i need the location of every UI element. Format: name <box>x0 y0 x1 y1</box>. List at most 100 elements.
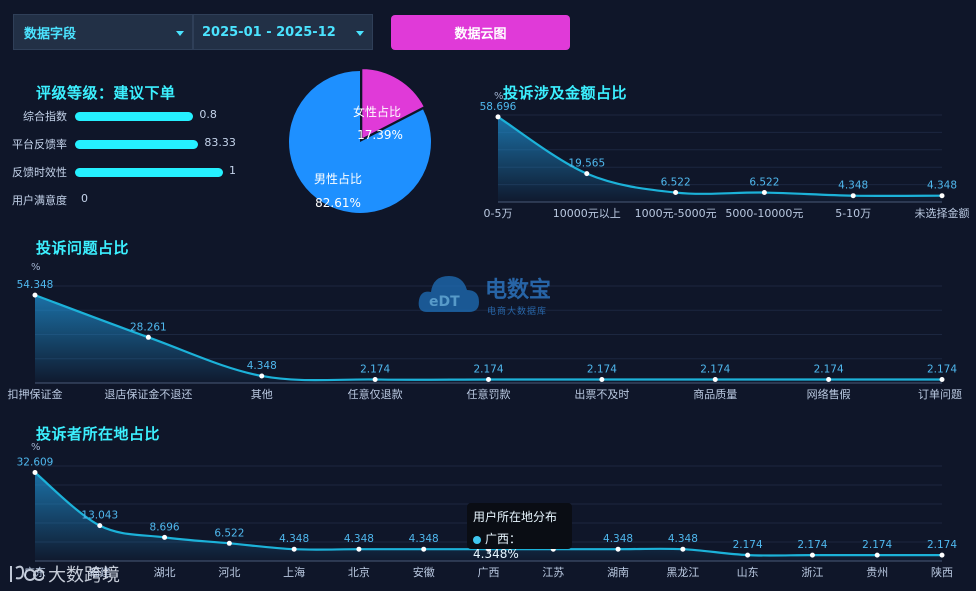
issue-chart-title: 投诉问题占比 <box>36 239 130 257</box>
rating-label: 用户满意度 <box>12 194 67 207</box>
data-label: 6.522 <box>214 527 244 539</box>
data-label: 8.696 <box>150 521 180 533</box>
rating-bar <box>75 168 223 177</box>
x-tick-label: 扣押保证金 <box>8 387 63 401</box>
data-point <box>615 546 621 552</box>
rating-label: 平台反馈率 <box>12 138 67 151</box>
data-label: 2.174 <box>927 363 957 375</box>
data-point <box>259 373 265 379</box>
data-point <box>226 540 232 546</box>
x-tick-label: 湖北 <box>154 566 176 579</box>
rating-bar <box>75 112 194 121</box>
x-tick-label: 广西 <box>478 566 500 579</box>
data-point <box>939 552 945 558</box>
pie-slice-male <box>289 71 431 213</box>
y-axis-unit: % <box>31 262 41 273</box>
data-point <box>32 469 38 475</box>
data-label: 13.043 <box>81 510 118 522</box>
x-tick-label: 任意罚款 <box>467 387 511 401</box>
brand-watermark: eDT 电数宝 电商大数据库 <box>415 264 575 324</box>
data-point <box>809 552 815 558</box>
pie-value-female: 17.39% <box>357 128 403 142</box>
rating-value: 0 <box>81 192 88 205</box>
x-tick-label: 其他 <box>251 388 273 401</box>
x-tick-label: 河北 <box>218 566 240 579</box>
x-tick-label: 商品质量 <box>693 387 737 401</box>
area-fill <box>498 116 942 202</box>
date-range-select[interactable]: 2025-01 - 2025-12 <box>193 14 373 50</box>
chevron-down-icon <box>176 31 184 36</box>
bottom-watermark-text: 大数跨境 <box>48 565 120 586</box>
data-label: 28.261 <box>130 321 167 333</box>
rating-list: 综合指数 0.8 平台反馈率 83.33 反馈时效性 1 用户满意度 0 <box>0 108 260 218</box>
data-cloud-button[interactable]: 数据云图 <box>391 15 570 50</box>
series-line <box>497 115 943 198</box>
x-tick-label: 陕西 <box>931 565 953 579</box>
data-label: 2.174 <box>927 539 957 551</box>
data-label: 4.348 <box>279 533 309 545</box>
rating-title: 评级等级：建议下单 <box>36 84 176 102</box>
data-point <box>673 190 679 196</box>
location-tooltip: 用户所在地分布 广西：4.348% <box>467 503 572 561</box>
rating-label: 综合指数 <box>23 110 67 123</box>
x-tick-label: 黑龙江 <box>666 566 699 579</box>
area-fill <box>35 472 942 561</box>
area-fill <box>35 295 942 383</box>
tooltip-title: 用户所在地分布 <box>473 510 558 524</box>
data-point <box>97 523 103 529</box>
x-tick-label: 10000元以上 <box>553 207 621 220</box>
data-label: 6.522 <box>661 177 691 189</box>
svg-text:eDT: eDT <box>429 294 460 310</box>
data-label: 58.696 <box>480 101 517 113</box>
data-point <box>712 376 718 382</box>
data-label: 2.174 <box>360 363 390 375</box>
x-tick-label: 出票不及时 <box>574 387 629 401</box>
x-tick-label: 上海 <box>283 565 305 579</box>
date-range-value: 2025-01 - 2025-12 <box>202 24 336 40</box>
data-point <box>850 193 856 199</box>
data-point <box>874 552 880 558</box>
cloud-logo-icon: eDT <box>418 276 479 312</box>
x-tick-label: 福建 <box>89 565 111 579</box>
data-label: 2.174 <box>473 363 503 375</box>
x-tick-label: 山东 <box>737 566 759 579</box>
data-point <box>584 171 590 177</box>
x-tick-label: 5000-10000元 <box>725 207 803 220</box>
x-tick-label: 网络售假 <box>807 387 851 401</box>
pie-slice-female <box>360 67 426 141</box>
data-point <box>486 376 491 382</box>
x-tick-label: 北京 <box>348 565 370 579</box>
chevron-down-icon <box>356 31 364 36</box>
location-area-chart: %32.609广东13.043福建8.696湖北6.522河北4.348上海4.… <box>17 442 958 579</box>
field-select[interactable]: 数据字段 <box>13 14 193 50</box>
rating-value: 1 <box>229 164 236 177</box>
x-tick-label: 江苏 <box>542 566 564 579</box>
data-point <box>826 376 832 382</box>
data-label: 6.522 <box>749 177 779 189</box>
data-point <box>939 193 945 199</box>
data-point <box>291 546 297 552</box>
data-point <box>162 534 168 540</box>
rating-label: 反馈时效性 <box>12 166 67 179</box>
data-label: 2.174 <box>733 539 763 551</box>
logo-icon <box>10 565 44 582</box>
rating-value: 83.33 <box>204 136 236 149</box>
data-point <box>145 334 151 340</box>
location-chart-title: 投诉者所在地占比 <box>36 425 161 443</box>
data-point <box>421 546 427 552</box>
series-dot-icon <box>473 535 481 544</box>
data-label: 4.348 <box>409 533 439 545</box>
x-tick-label: 订单问题 <box>918 388 962 401</box>
data-label: 2.174 <box>862 539 892 551</box>
x-tick-label: 0-5万 <box>484 207 513 220</box>
data-label: 2.174 <box>797 539 827 551</box>
data-label: 4.348 <box>344 533 374 545</box>
data-label: 4.348 <box>838 180 868 192</box>
tooltip-value: 广西：4.348% <box>473 532 522 561</box>
x-tick-label: 任意仅退款 <box>348 387 403 401</box>
x-tick-label: 浙江 <box>801 566 823 579</box>
data-label: 4.348 <box>927 180 957 192</box>
pie-label-male: 男性占比 <box>314 171 362 186</box>
data-point <box>939 376 945 382</box>
data-point <box>356 546 362 552</box>
